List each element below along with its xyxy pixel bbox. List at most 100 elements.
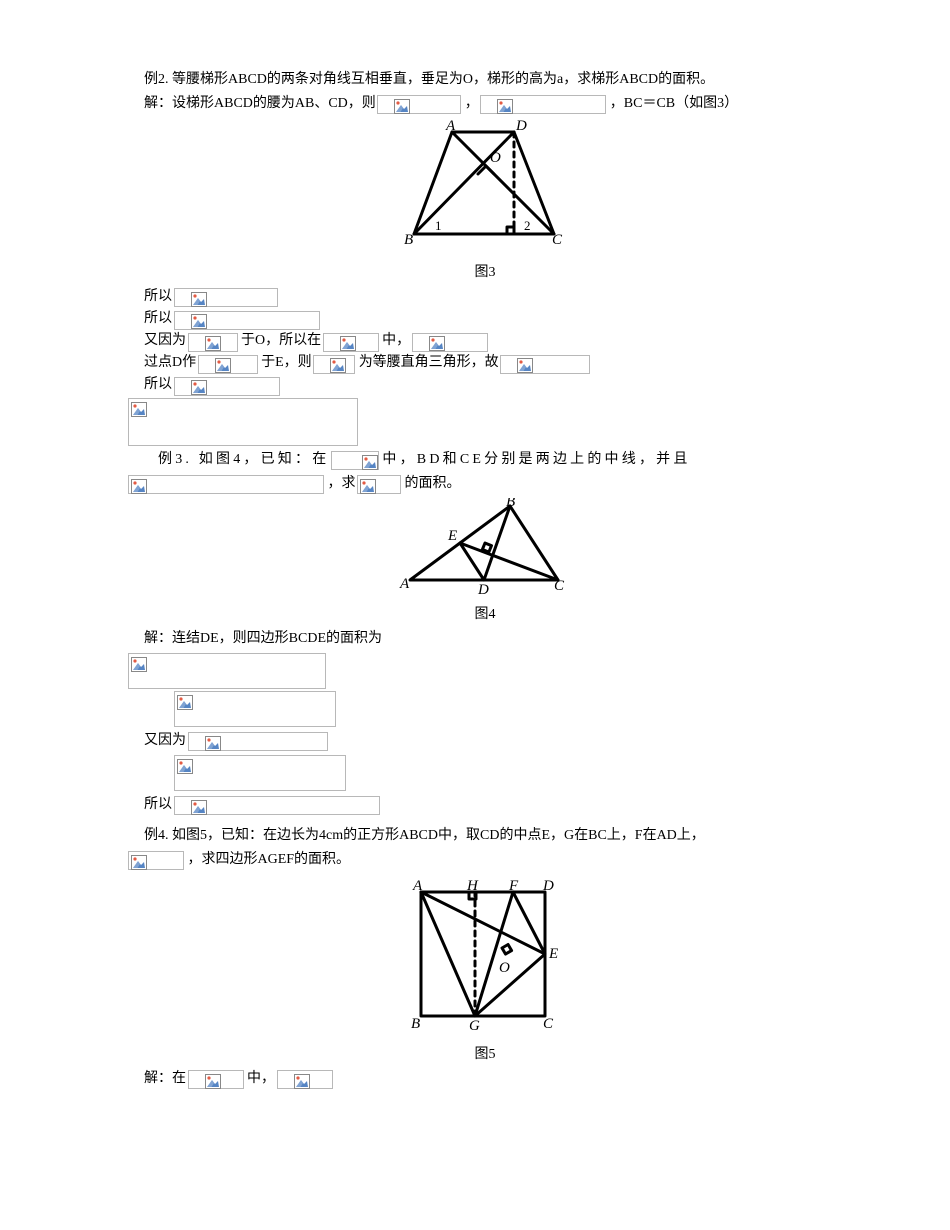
text: ，求四边形AGEF的面积。	[188, 852, 351, 867]
ex3-title-line2: ，求 的面积。	[130, 472, 840, 496]
text: 中，BD和CE分别是两边上的中线，并且	[382, 452, 690, 467]
text: 中，	[382, 333, 410, 348]
svg-text:E: E	[548, 946, 558, 962]
svg-text:C: C	[552, 232, 563, 248]
svg-text:E: E	[447, 528, 457, 544]
svg-text:2: 2	[524, 218, 531, 233]
text: 为等腰直角三角形，故	[359, 355, 499, 370]
ex3-step: 所以	[130, 793, 840, 817]
formula-placeholder	[500, 355, 590, 374]
text: 例3. 如图4，已知：在	[158, 452, 329, 467]
broken-image-icon	[294, 1074, 310, 1089]
text: 所以	[144, 377, 172, 392]
formula-placeholder	[128, 398, 358, 446]
text: 所以	[144, 797, 172, 812]
broken-image-icon	[131, 855, 147, 870]
broken-image-icon	[205, 1074, 221, 1089]
svg-text:B: B	[411, 1016, 420, 1032]
broken-image-icon	[191, 380, 207, 395]
formula-placeholder	[188, 333, 238, 352]
broken-image-icon	[394, 99, 410, 114]
formula-placeholder	[412, 333, 488, 352]
figure-4: A B C D E	[130, 498, 840, 603]
svg-text:D: D	[477, 582, 489, 598]
svg-text:C: C	[554, 578, 565, 594]
svg-text:O: O	[490, 150, 501, 166]
svg-text:B: B	[404, 232, 413, 248]
formula-placeholder	[174, 755, 346, 791]
svg-text:C: C	[543, 1016, 554, 1032]
formula-placeholder	[128, 851, 184, 870]
formula-placeholder	[331, 451, 379, 470]
svg-text:D: D	[515, 118, 527, 134]
formula-placeholder	[188, 1070, 244, 1089]
ex3-step-block	[130, 755, 840, 791]
ex2-step: 所以	[130, 285, 840, 309]
broken-image-icon	[330, 358, 346, 373]
ex3-step: 解：连结DE，则四边形BCDE的面积为	[130, 627, 840, 651]
formula-placeholder	[174, 311, 320, 330]
svg-text:A: A	[412, 878, 423, 894]
broken-image-icon	[497, 99, 513, 114]
text: 所以	[144, 311, 172, 326]
ex4-title-line2: ，求四边形AGEF的面积。	[130, 848, 840, 872]
text: 的面积。	[405, 476, 461, 491]
text: 于O，所以在	[241, 333, 321, 348]
text: 中，	[247, 1071, 275, 1086]
figure-5-caption: 图5	[130, 1043, 840, 1063]
formula-placeholder	[313, 355, 355, 374]
formula-placeholder	[128, 475, 324, 494]
ex2-step: 又因为 于O，所以在 中，	[130, 330, 840, 352]
text: ，BC＝CB（如图3）	[610, 96, 738, 111]
formula-placeholder	[198, 355, 258, 374]
formula-placeholder	[277, 1070, 333, 1089]
text: ，求	[328, 476, 356, 491]
ex3-step: 又因为	[130, 729, 840, 753]
formula-placeholder	[188, 732, 328, 751]
svg-text:G: G	[469, 1018, 480, 1034]
broken-image-icon	[191, 314, 207, 329]
ex4-step: 解：在 中，	[130, 1067, 840, 1091]
broken-image-icon	[131, 657, 147, 672]
broken-image-icon	[177, 695, 193, 710]
broken-image-icon	[205, 336, 221, 351]
ex2-step: 过点D作 于E，则 为等腰直角三角形，故	[130, 352, 840, 374]
ex3-step-block	[130, 691, 840, 727]
ex3-step-block	[130, 653, 840, 689]
formula-placeholder	[323, 333, 379, 352]
broken-image-icon	[429, 336, 445, 351]
text: 又因为	[144, 333, 186, 348]
text: 又因为	[144, 733, 186, 748]
figure-5: A H F D E B G C O	[130, 878, 840, 1043]
document-page: 例2. 等腰梯形ABCD的两条对角线互相垂直，垂足为O，梯形的高为a，求梯形AB…	[0, 0, 950, 1131]
svg-text:F: F	[508, 878, 519, 894]
text: 解：在	[144, 1071, 186, 1086]
broken-image-icon	[215, 358, 231, 373]
text: 于E，则	[261, 355, 312, 370]
text: ，	[465, 96, 479, 111]
broken-image-icon	[340, 336, 356, 351]
svg-text:A: A	[445, 118, 456, 134]
figure-4-caption: 图4	[130, 603, 840, 623]
ex2-step: 所以	[130, 374, 840, 396]
svg-text:1: 1	[435, 218, 442, 233]
broken-image-icon	[517, 358, 533, 373]
ex2-step: 所以	[130, 308, 840, 330]
ex2-step-block	[130, 398, 840, 446]
ex2-solution-line: 解：设梯形ABCD的腰为AB、CD，则 ， ，BC＝CB（如图3）	[130, 92, 840, 116]
text: 过点D作	[144, 355, 196, 370]
formula-placeholder	[377, 95, 461, 114]
broken-image-icon	[362, 455, 378, 470]
ex4-title-line1: 例4. 如图5，已知：在边长为4cm的正方形ABCD中，取CD的中点E，G在BC…	[130, 824, 840, 848]
ex2-title: 例2. 等腰梯形ABCD的两条对角线互相垂直，垂足为O，梯形的高为a，求梯形AB…	[130, 68, 840, 92]
broken-image-icon	[360, 479, 376, 494]
svg-text:H: H	[466, 878, 479, 894]
figure-3: A D B C O 1 2	[130, 118, 840, 261]
broken-image-icon	[131, 479, 147, 494]
text: 所以	[144, 289, 172, 304]
broken-image-icon	[191, 292, 207, 307]
ex3-title-line1: 例3. 如图4，已知：在 中，BD和CE分别是两边上的中线，并且	[130, 448, 840, 472]
broken-image-icon	[177, 759, 193, 774]
formula-placeholder	[174, 796, 380, 815]
formula-placeholder	[128, 653, 326, 689]
